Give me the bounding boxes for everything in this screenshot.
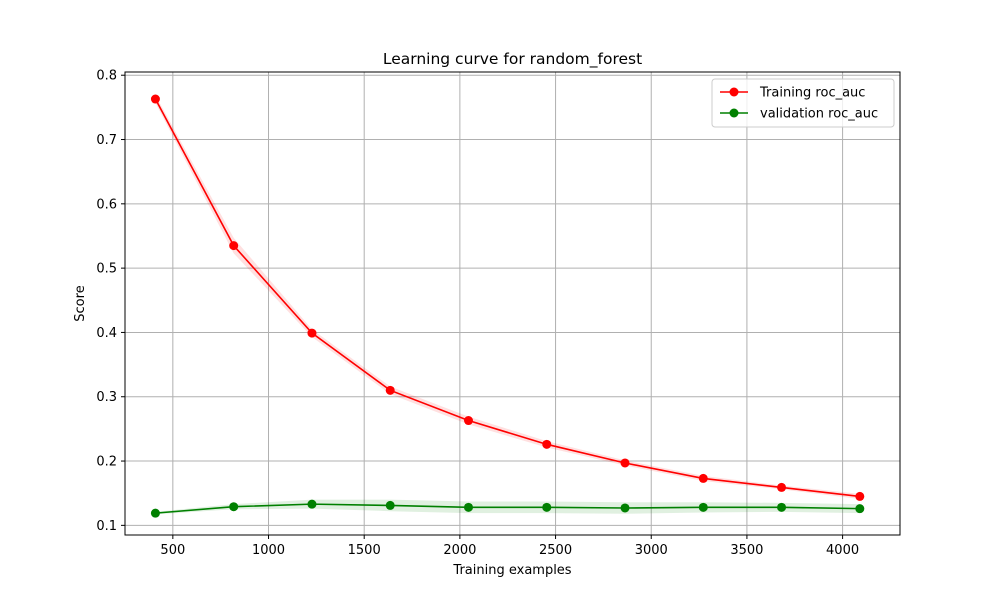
series-band-0	[155, 95, 860, 499]
legend-marker-validation	[729, 108, 739, 118]
series-line-1	[155, 503, 860, 514]
legend-item-validation: validation roc_auc	[720, 107, 878, 122]
x-tick-label: 3000	[635, 543, 668, 558]
grid-layer	[125, 72, 900, 535]
y-tick-label: 0.5	[96, 262, 117, 277]
data-point-series-1	[463, 502, 473, 512]
data-point-series-1	[698, 502, 708, 512]
legend-item-training: Training roc_auc	[720, 86, 865, 101]
legend-label-validation: validation roc_auc	[760, 107, 878, 122]
data-point-series-1	[620, 503, 630, 513]
series-line-0	[154, 98, 860, 498]
x-axis-title: Training examples	[452, 563, 571, 578]
legend-marker-training	[729, 87, 739, 97]
data-point-series-1	[150, 508, 160, 518]
y-axis-title: Score	[73, 285, 88, 321]
data-point-series-0	[229, 241, 239, 251]
legend: Training roc_auc validation roc_auc	[711, 78, 895, 128]
legend-label-training: Training roc_auc	[759, 86, 865, 101]
y-tick-label: 0.4	[96, 326, 117, 341]
y-tick-label: 0.7	[96, 133, 117, 148]
data-point-series-1	[229, 502, 239, 512]
band-layer	[155, 95, 860, 515]
data-point-series-0	[463, 416, 473, 426]
data-point-series-0	[777, 482, 787, 492]
chart-title: Learning curve for random_forest	[383, 50, 642, 69]
data-point-series-1	[307, 499, 317, 509]
x-tick-label: 4000	[826, 543, 859, 558]
y-tick-label: 0.3	[96, 390, 117, 405]
data-point-series-0	[307, 328, 317, 338]
data-point-series-1	[855, 504, 865, 514]
y-tick-label: 0.1	[96, 519, 117, 534]
x-tick-label: 3500	[730, 543, 763, 558]
x-tick-label: 1000	[252, 543, 285, 558]
data-point-series-0	[855, 491, 865, 501]
data-point-series-1	[385, 500, 395, 510]
line-layer	[150, 94, 865, 518]
y-tick-label: 0.6	[96, 197, 117, 212]
data-point-series-1	[777, 502, 787, 512]
y-tick-label: 0.2	[96, 455, 117, 470]
x-tick-label: 1500	[348, 543, 381, 558]
data-point-series-0	[620, 458, 630, 468]
data-point-series-0	[542, 439, 552, 449]
data-point-series-1	[542, 502, 552, 512]
y-axis-ticks: 0.1 0.2 0.3 0.4 0.5 0.6 0.7 0.8	[96, 69, 125, 534]
x-axis-ticks: 500 1000 1500 2000 2500 3000 3500 4000	[160, 535, 859, 558]
x-tick-label: 500	[160, 543, 185, 558]
x-tick-label: 2000	[443, 543, 476, 558]
data-point-series-0	[385, 385, 395, 395]
legend-box	[711, 78, 895, 128]
data-point-series-0	[150, 94, 160, 104]
y-tick-label: 0.8	[96, 69, 117, 84]
plot-frame	[124, 71, 901, 536]
x-tick-label: 2500	[539, 543, 572, 558]
data-point-series-0	[698, 473, 708, 483]
